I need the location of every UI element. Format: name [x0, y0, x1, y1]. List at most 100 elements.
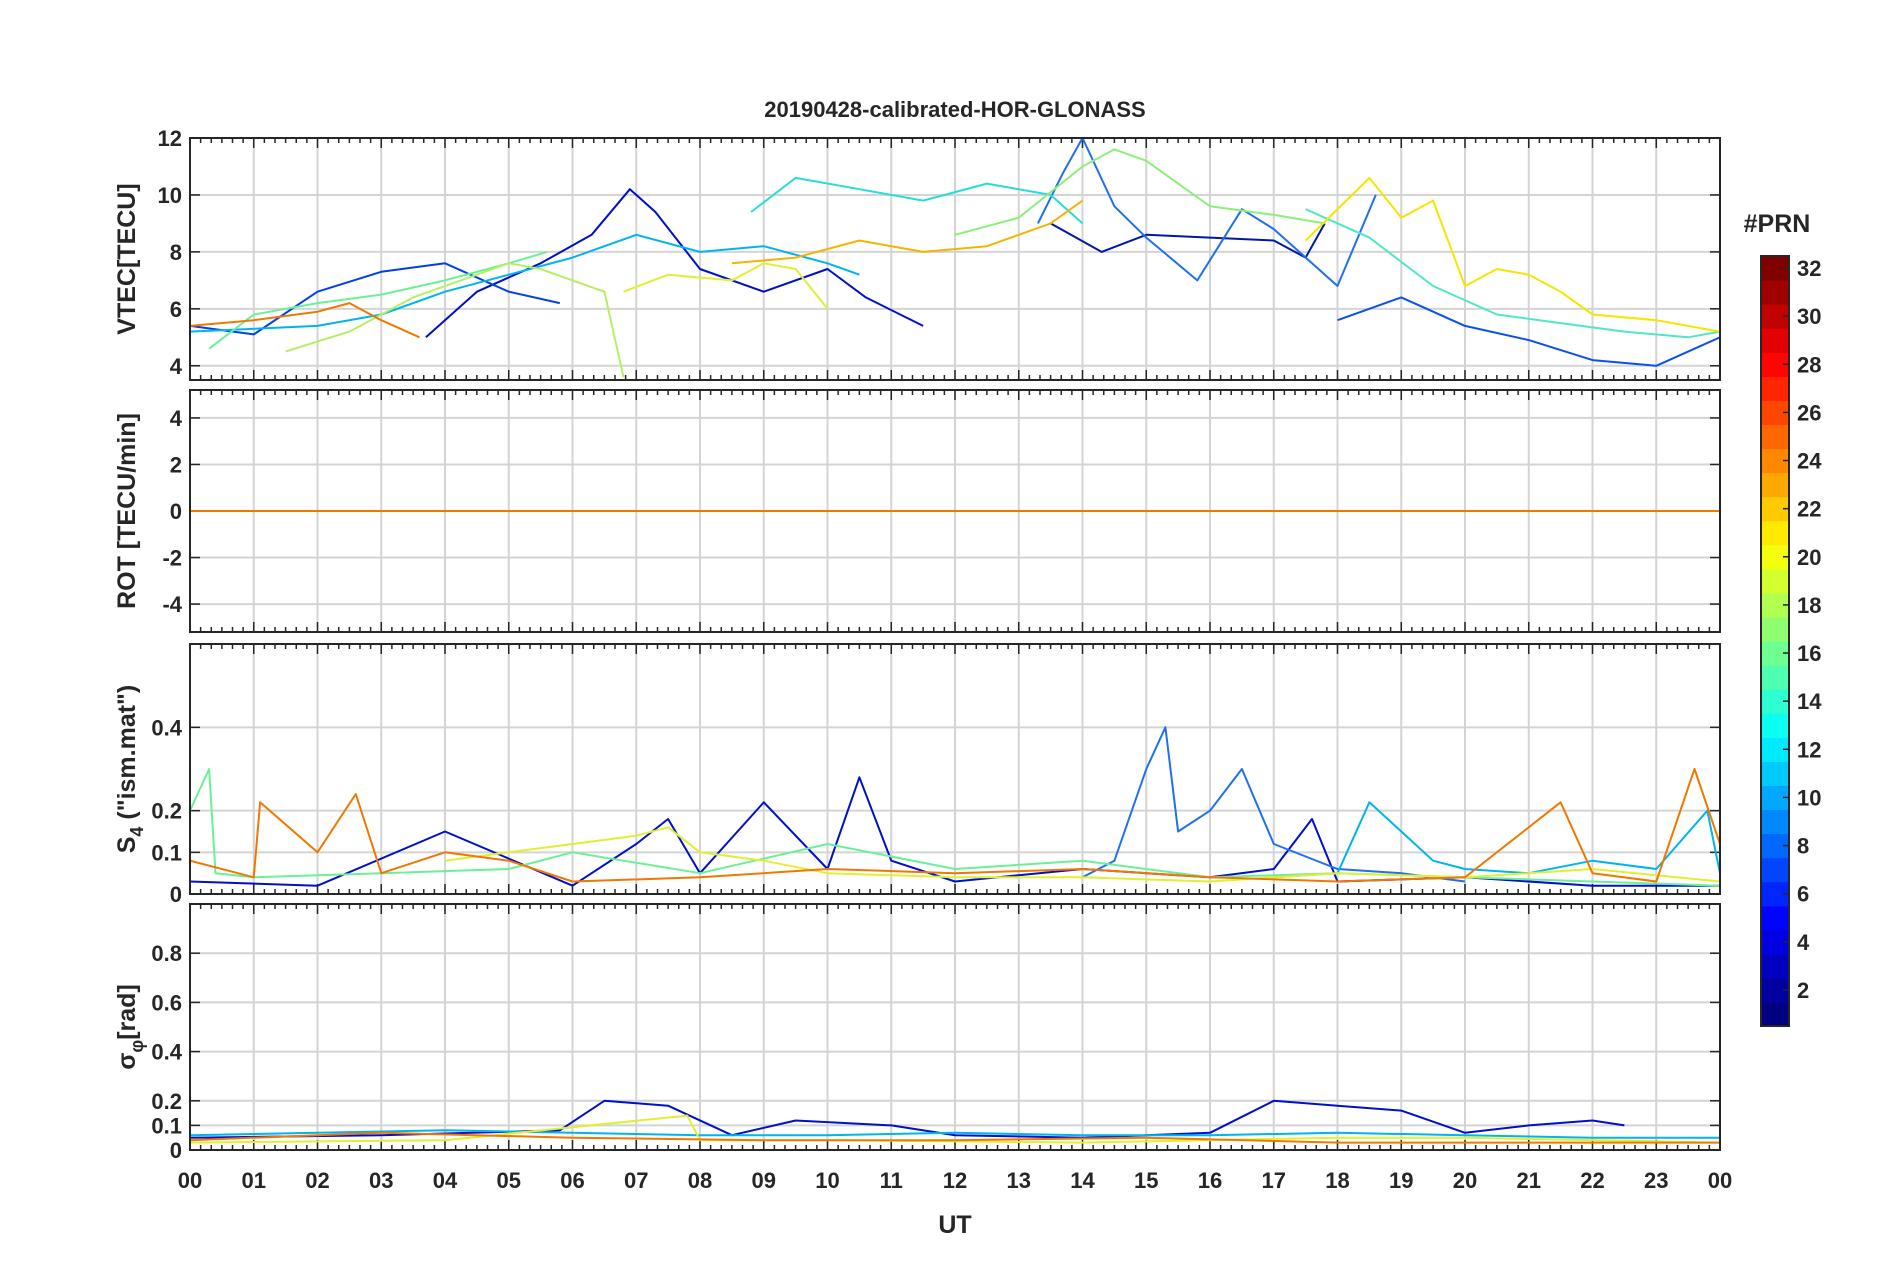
x-tick-label: 09	[752, 1168, 776, 1193]
x-tick-label: 16	[1198, 1168, 1222, 1193]
y-tick-label: 0.6	[151, 990, 182, 1015]
x-tick-label: 06	[560, 1168, 584, 1193]
colorbar-tick-label: 18	[1797, 593, 1821, 618]
x-tick-label: 17	[1262, 1168, 1286, 1193]
series-line-prn-3	[190, 1099, 1625, 1139]
y-tick-label: 0.4	[151, 1040, 182, 1065]
x-tick-label: 23	[1644, 1168, 1668, 1193]
colorbar-tick-label: 24	[1797, 449, 1822, 474]
x-tick-label: 00	[1708, 1168, 1732, 1193]
series-line-prn-17	[285, 262, 625, 378]
x-tick-label: 11	[880, 1168, 903, 1193]
x-tick-label: 03	[369, 1168, 393, 1193]
colorbar-tick-label: 12	[1797, 737, 1821, 762]
colorbar-segment	[1761, 616, 1789, 642]
series-line-prn-5	[190, 262, 561, 336]
x-tick-label: 12	[943, 1168, 967, 1193]
series-line-prn-19	[623, 262, 829, 310]
series-line-prn-20	[1304, 176, 1720, 333]
colorbar-tick-label: 2	[1797, 978, 1809, 1003]
x-tick-label: 10	[815, 1168, 839, 1193]
series-line-prn-11	[1273, 801, 1720, 879]
colorbar-tick-label: 22	[1797, 497, 1821, 522]
colorbar-tick-label: 4	[1797, 930, 1810, 955]
y-tick-label: 0	[170, 499, 182, 524]
series-line-prn-14	[1305, 208, 1720, 339]
axes-frame	[189, 643, 1721, 895]
x-tick-label: 05	[497, 1168, 521, 1193]
colorbar-segment	[1761, 328, 1789, 353]
series-line-prn-8	[1082, 726, 1466, 883]
panel-vtec: 4 6 8 10 12 VTEC[TECU]	[113, 126, 1721, 381]
colorbar-frame	[1760, 255, 1790, 1027]
colorbar-segment	[1761, 424, 1789, 450]
colorbar-segment	[1761, 809, 1789, 835]
colorbar-tick-label: 8	[1797, 834, 1809, 859]
y-axis-label: ROT [TECU/min]	[113, 413, 141, 609]
y-axis-label: σφ[rad]	[113, 984, 147, 1070]
y-tick-label: 4	[170, 354, 183, 379]
colorbar-segment	[1761, 376, 1789, 401]
colorbar-segment	[1761, 665, 1789, 690]
colorbar-tick-label: 28	[1797, 352, 1821, 377]
y-tick-label: -2	[162, 546, 182, 571]
panel-sigma: 00.10.2 0.4 0.6 0.8σφ[rad]	[113, 903, 1721, 1163]
series-line-prn-7	[1337, 296, 1720, 367]
y-tick-label: 0	[170, 882, 182, 907]
colorbar-segment	[1761, 905, 1789, 931]
y-tick-label: 0.2	[151, 799, 182, 824]
series-line-prn-3	[425, 188, 924, 339]
colorbar-tick-label: 32	[1797, 256, 1821, 281]
series-line-prn-11	[190, 233, 860, 333]
colorbar-tick-label: 6	[1797, 882, 1809, 907]
x-tick-label: 08	[688, 1168, 712, 1193]
y-tick-label: -4	[162, 592, 182, 617]
y-tick-label: 0.8	[151, 941, 182, 966]
colorbar-segment	[1761, 953, 1789, 979]
colorbar-segment	[1761, 520, 1789, 546]
y-tick-label: 2	[170, 452, 182, 477]
panel-rot: -4 -2 0 2 4 ROT [TECU/min]	[113, 389, 1721, 633]
x-tick-label: 20	[1453, 1168, 1477, 1193]
x-tick-label: 07	[624, 1168, 648, 1193]
y-tick-label: 12	[158, 126, 182, 151]
x-tick-label: 02	[305, 1168, 329, 1193]
colorbar-tick-label: 10	[1797, 785, 1821, 810]
colorbar-tick-label: 20	[1797, 545, 1821, 570]
y-axis-label: S4 ("ism.mat")	[113, 685, 147, 854]
series-line-prn-3	[190, 776, 1720, 887]
y-tick-label: 0.1	[151, 840, 182, 865]
y-tick-label: 0.4	[151, 715, 182, 740]
x-tick-label: 18	[1325, 1168, 1349, 1193]
series-line-prn-13	[750, 176, 1084, 225]
series-line-prn-24	[190, 302, 420, 339]
x-tick-label: 15	[1134, 1168, 1158, 1193]
y-tick-label: 6	[170, 297, 182, 322]
y-tick-label: 4	[170, 406, 183, 431]
x-tick-labels: 00 01 02 03 04 05 06 07 08 09 10 11 12 13 14 15 16 17 18 19…	[178, 1168, 1732, 1193]
series-line-prn-24	[190, 1131, 1720, 1144]
colorbar-segment	[1761, 761, 1789, 786]
y-tick-label: 8	[170, 240, 182, 265]
x-tick-label: 01	[242, 1168, 266, 1193]
axes-frame	[189, 903, 1721, 1151]
y-tick-label: 0	[170, 1138, 182, 1163]
y-tick-label: 0.1	[151, 1113, 182, 1138]
panel-s4: 0 0.1 0.2 0.4S4 ("ism.mat")	[113, 643, 1721, 907]
colorbar-tick-label: 26	[1797, 400, 1821, 425]
series-line-prn-19	[444, 826, 1720, 883]
colorbar-segment	[1761, 1001, 1789, 1027]
series-line-prn-24	[190, 768, 1720, 883]
x-tick-label: 22	[1580, 1168, 1604, 1193]
x-tick-label: 04	[433, 1168, 458, 1193]
colorbar-title: #PRN	[1744, 210, 1811, 238]
colorbar-segment	[1761, 568, 1789, 594]
x-tick-label: 13	[1007, 1168, 1031, 1193]
x-tick-label: 19	[1389, 1168, 1413, 1193]
x-axis-label: UT	[938, 1211, 971, 1239]
x-tick-label: 00	[178, 1168, 202, 1193]
y-axis-label: VTEC[TECU]	[113, 183, 141, 334]
colorbar-tick-label: 14	[1797, 689, 1822, 714]
